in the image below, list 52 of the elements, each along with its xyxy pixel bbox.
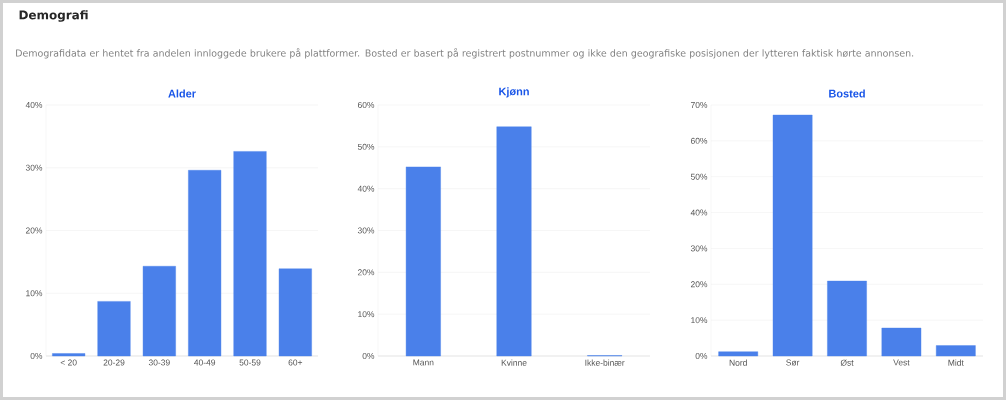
chart-title: Kjønn (499, 87, 529, 98)
bar (142, 266, 176, 357)
y-tick-label: 70% (690, 102, 708, 108)
text: Demografidata er hentet fra andelen innloggede brukere på plattformer. Bosted er basert på registrert postnummer og ikke den geografiske posisjonen der lytteren faktisk hørte annonsen. (16, 48, 914, 59)
x-tick-label: Midt (948, 359, 964, 366)
x-tick-label: Vest (893, 359, 910, 366)
y-tick-label: 10% (26, 290, 43, 297)
chart-title: Alder (168, 89, 196, 98)
bar (827, 280, 867, 357)
bar (881, 327, 922, 357)
y-tick-label: 20% (25, 227, 43, 234)
y-tick-label: 60% (357, 102, 375, 108)
x-tick-label: Mann (413, 359, 434, 366)
y-tick-label: 40% (25, 102, 43, 108)
y-tick-label: 30% (690, 245, 708, 252)
x-tick-label: 40-49 (194, 359, 216, 366)
y-tick-label: 10% (358, 311, 375, 318)
y-tick-label: 40% (690, 209, 708, 216)
x-tick-label: Ikke-binær (585, 359, 625, 366)
bar (718, 351, 759, 357)
x-tick-label: Nord (729, 359, 747, 366)
x-tick-label: Øst (840, 359, 854, 366)
x-tick-label: 60+ (288, 359, 303, 366)
bar (936, 345, 976, 357)
text: Demografi (19, 10, 88, 22)
y-tick-label: 20% (357, 269, 375, 276)
bar (772, 114, 813, 357)
bar (278, 268, 312, 357)
y-tick-label: 20% (690, 281, 708, 288)
y-tick-label: 50% (357, 143, 375, 150)
x-tick-label: 50-59 (239, 359, 261, 366)
bar (52, 353, 86, 357)
y-tick-label: 40% (357, 185, 375, 192)
y-tick-label: 0% (695, 353, 708, 359)
y-tick-label: 30% (25, 164, 43, 171)
y-tick-label: 30% (357, 227, 375, 234)
y-tick-label: 50% (690, 173, 708, 180)
chart-title: Bosted (829, 89, 865, 98)
y-tick-label: 10% (691, 317, 708, 324)
x-tick-label: 20-29 (103, 359, 125, 366)
x-tick-label: Kvinne (501, 359, 527, 366)
y-tick-label: 60% (690, 137, 708, 144)
x-tick-label: < 20 (60, 359, 77, 366)
bar (405, 166, 441, 357)
bar (188, 170, 222, 357)
x-tick-label: Sør (786, 359, 800, 366)
bar (97, 301, 131, 357)
bar (233, 151, 267, 357)
y-tick-label: 0% (30, 353, 43, 359)
y-tick-label: 0% (362, 353, 375, 359)
bar (496, 126, 532, 357)
x-tick-label: 30-39 (148, 359, 170, 366)
